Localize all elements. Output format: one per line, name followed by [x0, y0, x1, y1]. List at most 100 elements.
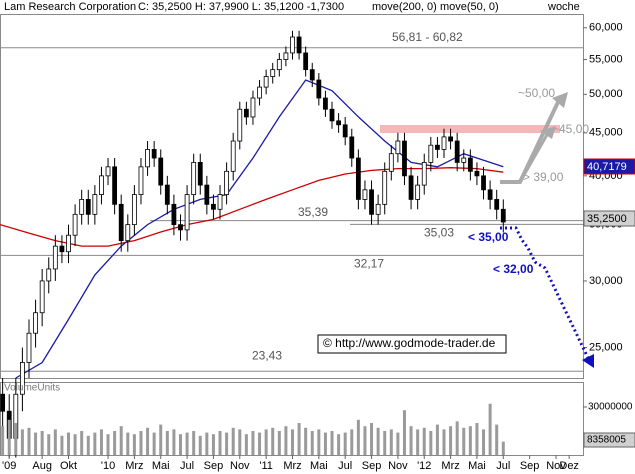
- last-ma-box: [583, 158, 635, 175]
- x-tick-label: '10: [101, 460, 115, 472]
- volume-bar: [93, 432, 97, 455]
- volume-bar: [422, 427, 426, 455]
- volume-bar: [396, 432, 400, 455]
- candle-body: [375, 203, 381, 215]
- volume-bar: [73, 434, 77, 455]
- candle-body: [33, 312, 38, 334]
- volume-bar: [40, 431, 44, 455]
- volume-bar: [106, 434, 110, 455]
- y-tick-label: 45,000: [589, 127, 623, 139]
- candle-body: [204, 184, 210, 205]
- source: © http://www.godmode-trader.de: [323, 336, 496, 350]
- x-tick-label: Mrz: [441, 460, 459, 472]
- last-ma-label: 40,7179: [587, 161, 627, 173]
- candle-body: [408, 175, 414, 200]
- last-price-box: [583, 210, 635, 227]
- volume-bar: [60, 435, 64, 455]
- candle-body: [178, 224, 183, 231]
- candle-body: [500, 208, 506, 223]
- volume-bar: [34, 432, 38, 455]
- volume-bar: [383, 431, 387, 455]
- volume-bar: [264, 429, 268, 455]
- candle-body: [382, 170, 388, 205]
- level-label: 35,03: [424, 225, 454, 239]
- annotation: < 35,00: [468, 230, 509, 244]
- volume-title: VolumeUnits: [4, 383, 60, 394]
- candle-body: [230, 140, 236, 172]
- candle-body: [99, 175, 104, 195]
- candle-body: [481, 175, 486, 191]
- volume-bar: [126, 432, 130, 455]
- volume-bar: [20, 429, 24, 455]
- x-tick-label: '09: [2, 460, 16, 472]
- y-tick-label: 55,000: [589, 53, 623, 65]
- candle-body: [270, 69, 276, 77]
- volume-bar: [271, 427, 275, 455]
- price-panel: [0, 14, 584, 379]
- candle-body: [461, 157, 467, 163]
- volume-bar: [53, 429, 57, 455]
- candle-body: [316, 79, 322, 99]
- candle-body: [283, 52, 289, 60]
- candle-body: [448, 136, 453, 142]
- last-price-label: 35,2500: [587, 213, 627, 225]
- volume-bar: [185, 432, 189, 455]
- source-box: [317, 334, 507, 354]
- candle-body: [72, 213, 78, 236]
- x-tick-label: Sep: [520, 460, 540, 472]
- arrow: [518, 132, 550, 183]
- volume-bar: [317, 429, 321, 455]
- candle-body: [474, 170, 480, 177]
- volume-bar: [290, 429, 294, 455]
- volume-bar: [304, 427, 308, 455]
- candle-body: [454, 140, 460, 163]
- candle-body: [250, 97, 256, 118]
- resistance-band: [380, 125, 560, 133]
- candle-body: [428, 144, 434, 163]
- volume-bar: [310, 431, 314, 455]
- candle-body: [85, 199, 91, 215]
- volume-bar: [132, 434, 136, 455]
- candle-body: [355, 157, 361, 200]
- x-tick-label: Mai: [152, 460, 170, 472]
- volume-bar: [409, 426, 413, 455]
- candle-body: [402, 140, 407, 177]
- candle-body: [217, 194, 223, 210]
- volume-bar: [343, 432, 347, 455]
- x-tick-label: Nov: [546, 460, 566, 472]
- volume-bar: [99, 429, 103, 455]
- annotation: < 32,00: [493, 262, 534, 276]
- candle-body: [112, 166, 118, 205]
- volume-bar: [139, 431, 143, 455]
- period: woche: [547, 1, 580, 13]
- chart-title: Lam Research Corporation: [4, 1, 136, 13]
- legend-entry: move(50, 0): [440, 1, 499, 13]
- volume-bar: [86, 435, 90, 455]
- volume-bar: [67, 432, 71, 455]
- candle-body: [0, 393, 6, 412]
- candle-body: [243, 108, 249, 118]
- volume-bar: [363, 426, 367, 455]
- candle-body: [435, 144, 440, 150]
- volume-bar: [238, 429, 242, 455]
- volume-bar: [277, 431, 281, 455]
- candle-body: [467, 157, 473, 172]
- candle-body: [290, 36, 295, 54]
- x-tick-label: Jul: [496, 460, 510, 472]
- volume-bar: [482, 429, 486, 455]
- annotation: ~50,00: [518, 86, 555, 100]
- volume-bar: [475, 423, 479, 455]
- volume-bar: [449, 426, 453, 455]
- level-label: 56,81 - 60,82: [392, 30, 463, 44]
- candle-body: [59, 245, 65, 253]
- volume-bar: [402, 410, 406, 455]
- legend-entry: move(200, 0): [372, 1, 437, 13]
- volume-bar: [198, 435, 202, 455]
- candle-body: [184, 194, 190, 231]
- volume-bar: [370, 423, 374, 455]
- volume-bar: [119, 426, 123, 455]
- y-tick-label: 30,000: [589, 275, 623, 287]
- volume-bar: [356, 419, 360, 455]
- candle-body: [395, 140, 401, 155]
- volume-bar: [284, 426, 288, 455]
